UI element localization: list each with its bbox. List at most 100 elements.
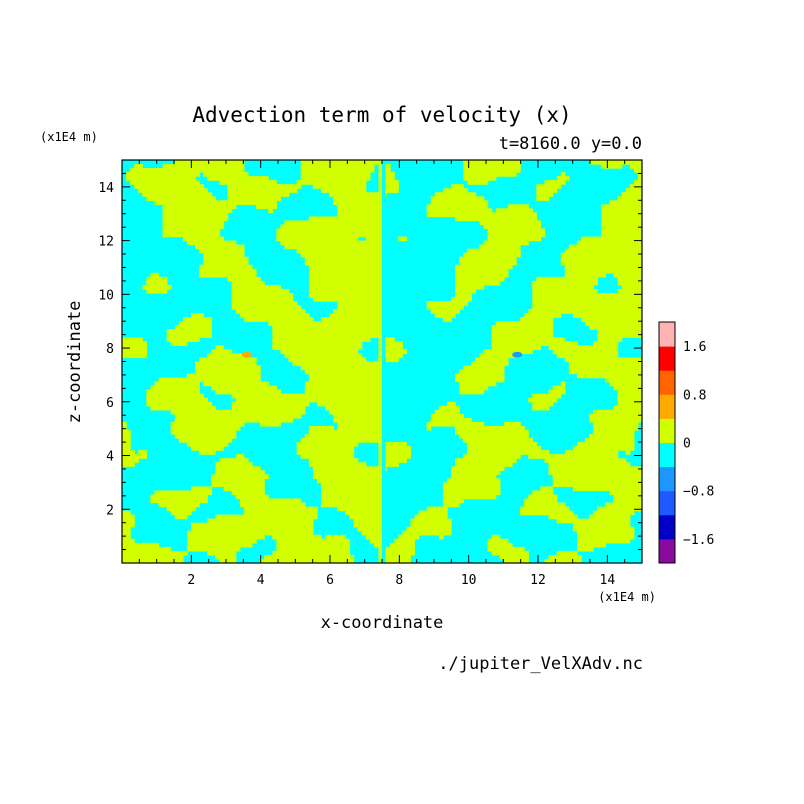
heatmap-cell	[142, 542, 147, 548]
heatmap-cell	[215, 546, 221, 552]
heatmap-cell	[211, 272, 217, 278]
heatmap-cell	[162, 172, 168, 177]
heatmap-cell	[308, 458, 314, 463]
heatmap-cell	[256, 309, 261, 314]
heatmap-cell	[126, 430, 131, 435]
heatmap-cell	[272, 417, 277, 423]
heatmap-cell	[191, 446, 196, 451]
heatmap-cell	[223, 430, 229, 435]
heatmap-cell	[304, 361, 310, 367]
heatmap-cell	[231, 430, 237, 435]
heatmap-cell	[304, 357, 310, 363]
heatmap-cell	[300, 361, 306, 367]
heatmap-cell	[288, 321, 294, 326]
heatmap-cell	[239, 248, 245, 254]
heatmap-cell	[215, 200, 221, 205]
heatmap-cell	[256, 530, 261, 536]
heatmap-cell	[300, 180, 306, 185]
heatmap-cell	[312, 172, 318, 177]
heatmap-cell	[247, 381, 253, 387]
heatmap-cell	[227, 478, 233, 483]
heatmap-cell	[142, 454, 147, 459]
heatmap-cell	[321, 349, 326, 355]
heatmap-cell	[276, 288, 282, 294]
heatmap-cell	[304, 252, 310, 258]
heatmap-cell	[174, 430, 180, 435]
heatmap-cell	[199, 377, 204, 383]
heatmap-cell	[174, 385, 180, 391]
heatmap-cell	[203, 542, 208, 548]
heatmap-cell	[195, 333, 200, 338]
heatmap-cell	[296, 309, 302, 314]
heatmap-cell	[260, 309, 265, 314]
heatmap-cell	[207, 381, 212, 387]
heatmap-cell	[215, 216, 221, 222]
heatmap-cell	[317, 434, 322, 439]
heatmap-cell	[284, 224, 290, 230]
heatmap-cell	[122, 458, 127, 463]
heatmap-cell	[296, 244, 302, 250]
heatmap-cell	[223, 216, 229, 222]
heatmap-cell	[304, 256, 310, 262]
heatmap-cell	[321, 284, 326, 290]
heatmap-cell	[195, 369, 200, 375]
heatmap-cell	[264, 196, 269, 201]
heatmap-cell	[235, 276, 241, 282]
heatmap-cell	[300, 309, 306, 314]
heatmap-cell	[239, 260, 245, 266]
heatmap-cell	[280, 530, 286, 536]
heatmap-cell	[317, 385, 322, 391]
heatmap-cell	[268, 401, 273, 407]
heatmap-cell	[317, 470, 322, 475]
heatmap-cell	[296, 542, 302, 548]
heatmap-cell	[264, 297, 269, 302]
heatmap-cell	[174, 204, 180, 209]
heatmap-cell	[219, 478, 225, 483]
heatmap-cell	[276, 397, 282, 403]
heatmap-cell	[276, 518, 282, 524]
heatmap-cell	[321, 252, 326, 258]
heatmap-cell	[203, 272, 208, 278]
heatmap-cell	[162, 393, 168, 399]
heatmap-cell	[231, 172, 237, 177]
heatmap-cell	[227, 385, 233, 391]
heatmap-cell	[276, 301, 282, 306]
heatmap-cell	[304, 389, 310, 395]
heatmap-cell	[195, 409, 200, 415]
heatmap-cell	[182, 176, 188, 181]
heatmap-cell	[154, 176, 160, 181]
heatmap-cell	[292, 357, 298, 363]
heatmap-cell	[182, 329, 188, 334]
heatmap-cell	[264, 506, 269, 512]
heatmap-cell	[252, 506, 257, 512]
heatmap-cell	[280, 522, 286, 528]
heatmap-cell	[292, 514, 298, 520]
heatmap-cell	[247, 292, 253, 298]
heatmap-cell	[211, 365, 217, 371]
heatmap-cell	[280, 534, 286, 540]
heatmap-cell	[239, 534, 245, 540]
heatmap-cell	[231, 365, 237, 371]
heatmap-cell	[178, 385, 184, 391]
heatmap-cell	[284, 401, 290, 407]
heatmap-cell	[308, 284, 314, 290]
heatmap-cell	[284, 510, 290, 516]
heatmap-cell	[292, 313, 298, 318]
heatmap-cell	[288, 397, 294, 403]
heatmap-cell	[199, 417, 204, 423]
heatmap-cell	[203, 317, 208, 322]
heatmap-cell	[231, 272, 237, 278]
heatmap-cell	[272, 200, 277, 205]
heatmap-cell	[304, 349, 310, 355]
heatmap-cell	[195, 526, 200, 532]
heatmap-cell	[178, 413, 184, 419]
heatmap-cell	[223, 200, 229, 205]
heatmap-cell	[191, 160, 196, 165]
heatmap-cell	[300, 506, 306, 512]
heatmap-cell	[239, 168, 245, 173]
heatmap-cell	[215, 530, 221, 536]
heatmap-cell	[284, 305, 290, 310]
heatmap-cell	[207, 216, 212, 222]
heatmap-cell	[178, 554, 184, 560]
heatmap-cell	[154, 397, 160, 403]
